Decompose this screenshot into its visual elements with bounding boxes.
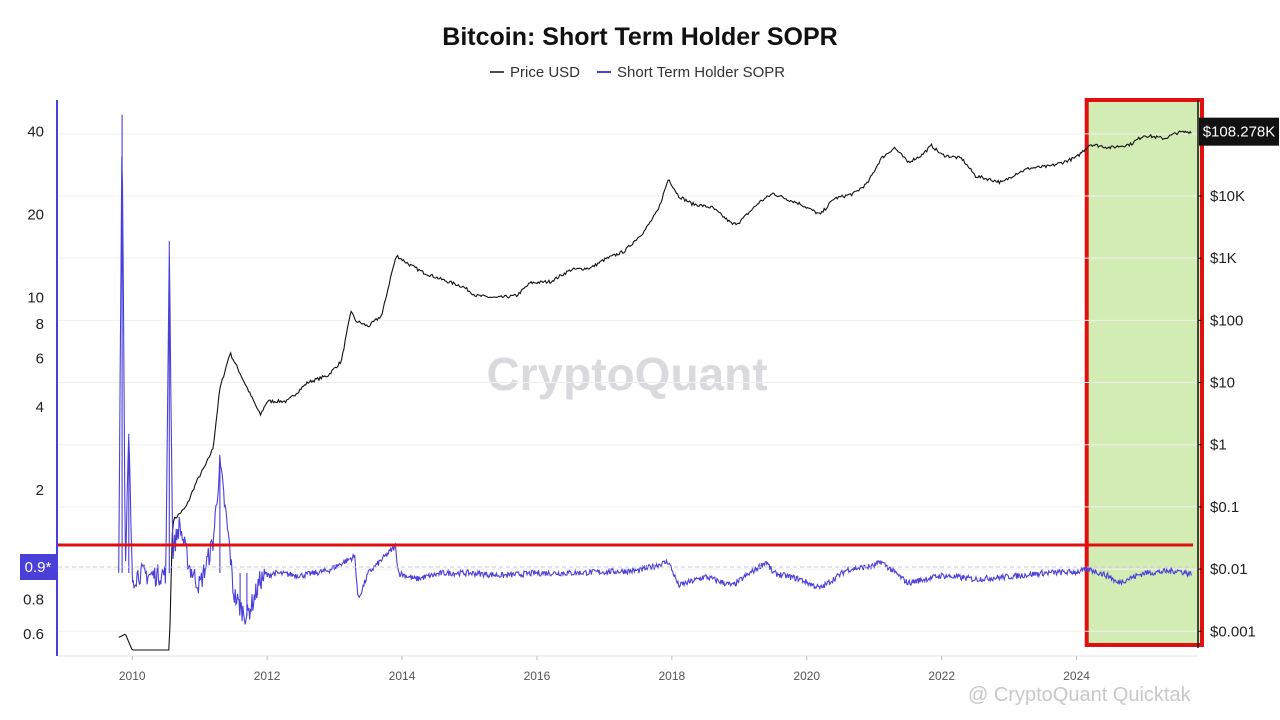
left-tick-label: 0.8: [23, 592, 44, 609]
left-tick-label: 40: [27, 123, 44, 140]
x-tick-label: 2024: [1063, 669, 1090, 683]
left-tick-label: 0.6: [23, 626, 44, 643]
right-tick-label: $0.001: [1210, 623, 1256, 640]
right-tick-label: $1K: [1210, 250, 1237, 267]
right-tick-label: $100: [1210, 312, 1243, 329]
x-tick-label: 2018: [658, 669, 685, 683]
left-tick-label: 6: [36, 351, 44, 368]
x-tick-label: 2012: [254, 669, 281, 683]
right-tick-label: $10K: [1210, 188, 1245, 205]
right-tick-label: $0.1: [1210, 499, 1239, 516]
right-tick-label: $0.01: [1210, 561, 1248, 578]
legend-label-sopr: Short Term Holder SOPR: [617, 64, 785, 81]
series-line-sopr: [118, 114, 1192, 625]
left-tick-label: 8: [36, 316, 44, 333]
price-tag-label: $108.278K: [1203, 124, 1276, 141]
left-tick-label: 2: [36, 482, 44, 499]
left-tick-label: 4: [36, 399, 44, 416]
price-tag-box: [1199, 117, 1279, 146]
credit-text: @ CryptoQuant Quicktak: [968, 684, 1192, 706]
right-tick-label: $1: [1210, 437, 1227, 454]
legend-label-price: Price USD: [510, 64, 580, 81]
left-tick-label: 10: [27, 289, 44, 306]
sopr-tag-box: [20, 554, 56, 580]
highlight-region: [1084, 98, 1205, 647]
sopr-tag-label: 0.9*: [25, 559, 52, 576]
watermark: CryptoQuant: [486, 348, 767, 400]
x-tick-label: 2010: [119, 669, 146, 683]
left-tick-label: 20: [27, 206, 44, 223]
x-tick-label: 2020: [793, 669, 820, 683]
chart-title: Bitcoin: Short Term Holder SOPR: [442, 23, 837, 51]
legend: Price USD Short Term Holder SOPR: [490, 64, 785, 81]
x-tick-label: 2016: [524, 669, 551, 683]
x-tick-label: 2014: [389, 669, 416, 683]
x-tick-label: 2022: [928, 669, 955, 683]
series-line-price-usd: [118, 130, 1192, 651]
right-tick-label: $10: [1210, 375, 1235, 392]
